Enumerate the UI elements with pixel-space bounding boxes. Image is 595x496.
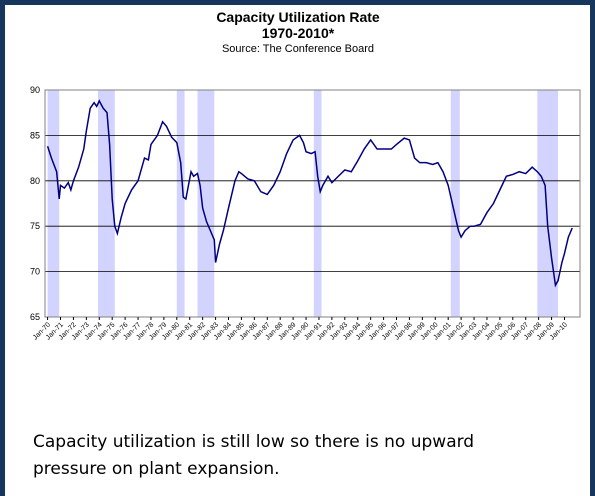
y-tick-label: 80 — [30, 176, 40, 186]
y-tick-label: 85 — [30, 130, 40, 140]
y-tick-label: 65 — [30, 312, 40, 322]
note: Capacity utilization is still low so the… — [33, 432, 475, 479]
recession-band — [176, 90, 185, 317]
y-tick-label: 70 — [30, 267, 40, 277]
recession-band — [97, 90, 115, 317]
y-tick-label: 90 — [30, 85, 40, 95]
recession-band — [47, 90, 60, 317]
recession-band — [537, 90, 559, 317]
chart-source: Source: The Conference Board — [222, 43, 374, 55]
recession-band — [450, 90, 460, 317]
chart: Capacity Utilization Rate 1970-2010* Sou… — [30, 9, 581, 342]
chart-title: Capacity Utilization Rate — [216, 9, 380, 25]
recession-band — [197, 90, 215, 317]
y-tick-label: 75 — [30, 221, 40, 231]
recession-band — [313, 90, 322, 317]
chart-subtitle: 1970-2010* — [262, 25, 335, 41]
line — [46, 99, 573, 288]
plot-border — [44, 89, 581, 318]
